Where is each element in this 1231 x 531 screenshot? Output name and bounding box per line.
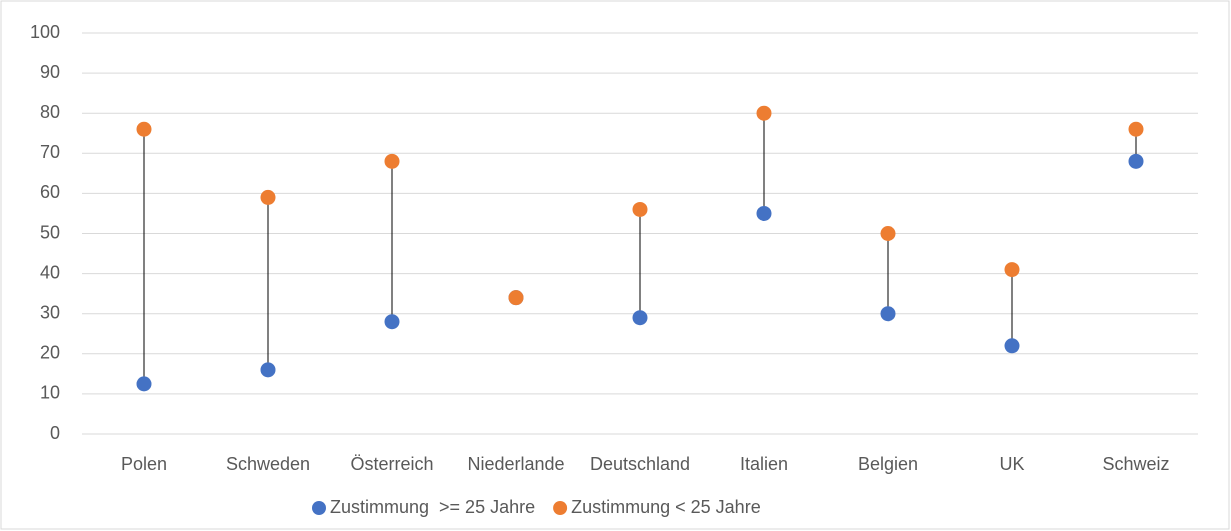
dot — [260, 189, 276, 205]
dot — [632, 310, 648, 326]
y-tick-label: 10 — [40, 383, 60, 403]
x-tick-label: Italien — [740, 454, 788, 474]
dot — [384, 314, 400, 330]
dot — [136, 376, 152, 392]
y-tick-label: 80 — [40, 102, 60, 122]
dot — [880, 226, 896, 241]
y-tick-label: 40 — [40, 262, 60, 282]
legend-marker — [312, 501, 326, 515]
x-tick-label: Niederlande — [467, 454, 564, 474]
x-tick-label: UK — [999, 454, 1024, 474]
x-tick-label: Polen — [121, 454, 167, 474]
y-tick-label: 70 — [40, 142, 60, 162]
legend-label: Zustimmung >= 25 Jahre — [330, 497, 535, 517]
legend-marker — [553, 501, 568, 515]
dot — [1128, 153, 1144, 169]
dot — [756, 105, 772, 121]
dot — [508, 290, 524, 306]
y-tick-label: 20 — [40, 343, 60, 363]
dot — [880, 306, 896, 322]
legend-label: Zustimmung < 25 Jahre — [571, 497, 761, 517]
y-tick-label: 50 — [40, 222, 60, 242]
y-tick-label: 30 — [40, 302, 60, 322]
x-tick-label: Schweiz — [1102, 454, 1169, 474]
y-tick-label: 100 — [30, 22, 60, 42]
dot — [756, 205, 772, 221]
x-tick-label: Deutschland — [590, 454, 690, 474]
dot — [632, 201, 648, 217]
dot — [1004, 338, 1020, 354]
dot — [1004, 262, 1020, 278]
x-tick-label: Schweden — [226, 454, 310, 474]
y-tick-label: 0 — [50, 423, 60, 443]
dot — [1128, 121, 1144, 137]
y-tick-label: 60 — [40, 182, 60, 202]
dot — [136, 121, 152, 137]
x-tick-label: Österreich — [350, 454, 433, 474]
dot — [384, 153, 400, 169]
x-tick-label: Belgien — [858, 454, 918, 474]
dot — [260, 362, 276, 378]
y-tick-label: 90 — [40, 62, 60, 82]
